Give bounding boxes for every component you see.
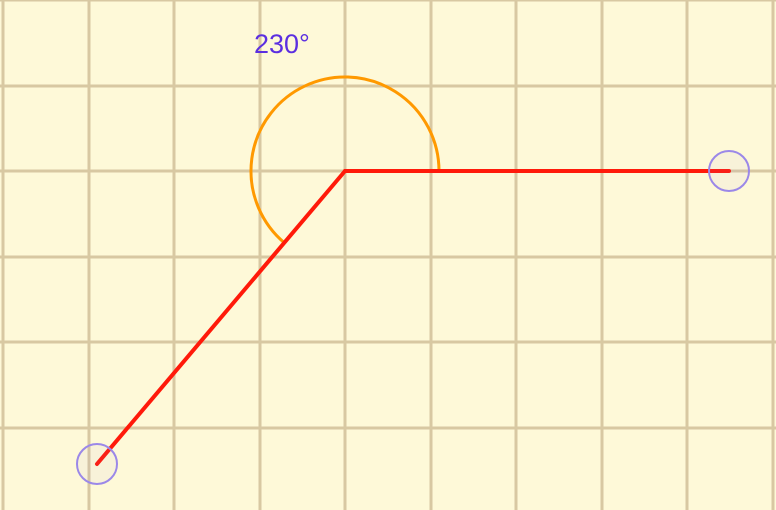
arm-lower-left <box>95 169 347 466</box>
angle-arc <box>249 75 441 245</box>
angle-label: 230° <box>254 29 310 59</box>
lower-left-arm-handle[interactable] <box>76 443 118 485</box>
right-arm-handle[interactable] <box>708 150 750 192</box>
